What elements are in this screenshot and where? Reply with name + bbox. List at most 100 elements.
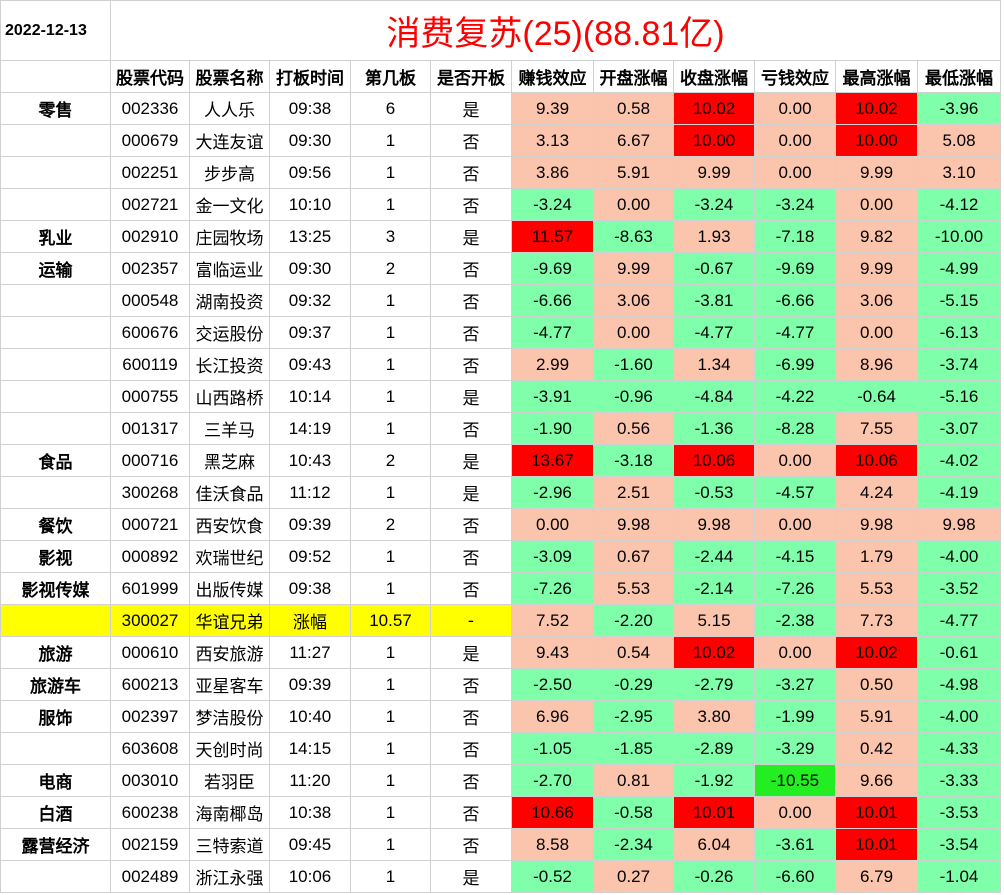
cell-time[interactable]: 10:43	[269, 444, 351, 477]
cell-code[interactable]: 001317	[110, 412, 190, 445]
cell-open-chg[interactable]: -2.95	[593, 700, 674, 733]
sector-cell[interactable]: 乳业	[0, 220, 111, 253]
cell-low[interactable]: -5.16	[917, 380, 1001, 413]
cell-high[interactable]: 5.53	[835, 572, 918, 605]
cell-open-chg[interactable]: -1.85	[593, 732, 674, 765]
cell-opened[interactable]: 否	[430, 348, 512, 381]
cell-close-chg[interactable]: -0.67	[673, 252, 755, 285]
cell-open-chg[interactable]: 0.56	[593, 412, 674, 445]
cell-board[interactable]: 1	[350, 764, 431, 797]
sector-cell[interactable]: 白酒	[0, 796, 111, 829]
sector-cell[interactable]	[0, 732, 111, 765]
cell-low[interactable]: -3.53	[917, 796, 1001, 829]
cell-time[interactable]: 14:19	[269, 412, 351, 445]
cell-low[interactable]: -4.12	[917, 188, 1001, 221]
sector-cell[interactable]: 服饰	[0, 700, 111, 733]
sector-cell[interactable]	[0, 604, 111, 637]
cell-opened[interactable]: 是	[430, 860, 512, 893]
sector-cell[interactable]	[0, 476, 111, 509]
cell-low[interactable]: -5.15	[917, 284, 1001, 317]
cell-loss[interactable]: -6.60	[754, 860, 836, 893]
cell-opened[interactable]: 是	[430, 220, 512, 253]
cell-board[interactable]: 1	[350, 188, 431, 221]
cell-high[interactable]: 1.79	[835, 540, 918, 573]
cell-loss[interactable]: 0.00	[754, 444, 836, 477]
cell-board[interactable]: 1	[350, 636, 431, 669]
cell-low[interactable]: -3.33	[917, 764, 1001, 797]
cell-earn[interactable]: 9.43	[511, 636, 594, 669]
cell-opened[interactable]: 否	[430, 828, 512, 861]
cell-loss[interactable]: -4.77	[754, 316, 836, 349]
cell-low[interactable]: -1.04	[917, 860, 1001, 893]
sheet-title[interactable]: 消费复苏(25)(88.81亿)	[110, 0, 1001, 61]
cell-board[interactable]: 1	[350, 732, 431, 765]
cell-name[interactable]: 三特索道	[189, 828, 270, 861]
sector-cell[interactable]	[0, 860, 111, 893]
cell-time[interactable]: 09:43	[269, 348, 351, 381]
cell-close-chg[interactable]: -3.81	[673, 284, 755, 317]
cell-open-chg[interactable]: 0.00	[593, 188, 674, 221]
cell-earn[interactable]: -3.91	[511, 380, 594, 413]
cell-low[interactable]: -4.00	[917, 540, 1001, 573]
cell-close-chg[interactable]: -2.14	[673, 572, 755, 605]
cell-open-chg[interactable]: 5.53	[593, 572, 674, 605]
cell-code[interactable]: 000755	[110, 380, 190, 413]
header-board[interactable]: 第几板	[350, 60, 431, 93]
cell-low[interactable]: -10.00	[917, 220, 1001, 253]
cell-high[interactable]: -0.64	[835, 380, 918, 413]
cell-code[interactable]: 601999	[110, 572, 190, 605]
cell-board[interactable]: 2	[350, 252, 431, 285]
cell-opened[interactable]: 否	[430, 188, 512, 221]
cell-earn[interactable]: 3.86	[511, 156, 594, 189]
cell-low[interactable]: -3.74	[917, 348, 1001, 381]
cell-open-chg[interactable]: 0.00	[593, 316, 674, 349]
cell-low[interactable]: -4.98	[917, 668, 1001, 701]
header-cell-sector[interactable]	[0, 60, 111, 93]
cell-earn[interactable]: 8.58	[511, 828, 594, 861]
cell-high[interactable]: 5.91	[835, 700, 918, 733]
cell-high[interactable]: 9.98	[835, 508, 918, 541]
cell-opened[interactable]: 是	[430, 92, 512, 125]
cell-earn[interactable]: -6.66	[511, 284, 594, 317]
cell-code[interactable]: 000721	[110, 508, 190, 541]
cell-code[interactable]: 000716	[110, 444, 190, 477]
cell-time[interactable]: 10:40	[269, 700, 351, 733]
cell-high[interactable]: 9.66	[835, 764, 918, 797]
cell-high[interactable]: 7.55	[835, 412, 918, 445]
cell-name[interactable]: 大连友谊	[189, 124, 270, 157]
cell-high[interactable]: 8.96	[835, 348, 918, 381]
cell-opened[interactable]: 否	[430, 412, 512, 445]
cell-loss[interactable]: -1.99	[754, 700, 836, 733]
cell-low[interactable]: -3.54	[917, 828, 1001, 861]
sector-cell[interactable]	[0, 284, 111, 317]
cell-code[interactable]: 000610	[110, 636, 190, 669]
cell-close-chg[interactable]: -4.77	[673, 316, 755, 349]
cell-board[interactable]: 3	[350, 220, 431, 253]
sector-cell[interactable]	[0, 156, 111, 189]
cell-loss[interactable]: -2.38	[754, 604, 836, 637]
cell-close-chg[interactable]: 5.15	[673, 604, 755, 637]
sector-cell[interactable]: 电商	[0, 764, 111, 797]
cell-high[interactable]: 10.00	[835, 124, 918, 157]
cell-high[interactable]: 4.24	[835, 476, 918, 509]
cell-time[interactable]: 14:15	[269, 732, 351, 765]
cell-open-chg[interactable]: 5.91	[593, 156, 674, 189]
cell-name[interactable]: 长江投资	[189, 348, 270, 381]
cell-loss[interactable]: -10.55	[754, 764, 836, 797]
cell-opened[interactable]: 否	[430, 796, 512, 829]
cell-low[interactable]: -3.96	[917, 92, 1001, 125]
cell-high[interactable]: 0.00	[835, 188, 918, 221]
cell-time[interactable]: 10:10	[269, 188, 351, 221]
cell-loss[interactable]: -3.61	[754, 828, 836, 861]
sector-cell[interactable]: 零售	[0, 92, 111, 125]
cell-name[interactable]: 若羽臣	[189, 764, 270, 797]
cell-open-chg[interactable]: 6.67	[593, 124, 674, 157]
cell-close-chg[interactable]: -4.84	[673, 380, 755, 413]
cell-code[interactable]: 002910	[110, 220, 190, 253]
cell-open-chg[interactable]: 0.27	[593, 860, 674, 893]
sector-cell[interactable]	[0, 348, 111, 381]
cell-low[interactable]: -3.52	[917, 572, 1001, 605]
cell-low[interactable]: 9.98	[917, 508, 1001, 541]
cell-high[interactable]: 10.02	[835, 636, 918, 669]
cell-close-chg[interactable]: 9.99	[673, 156, 755, 189]
